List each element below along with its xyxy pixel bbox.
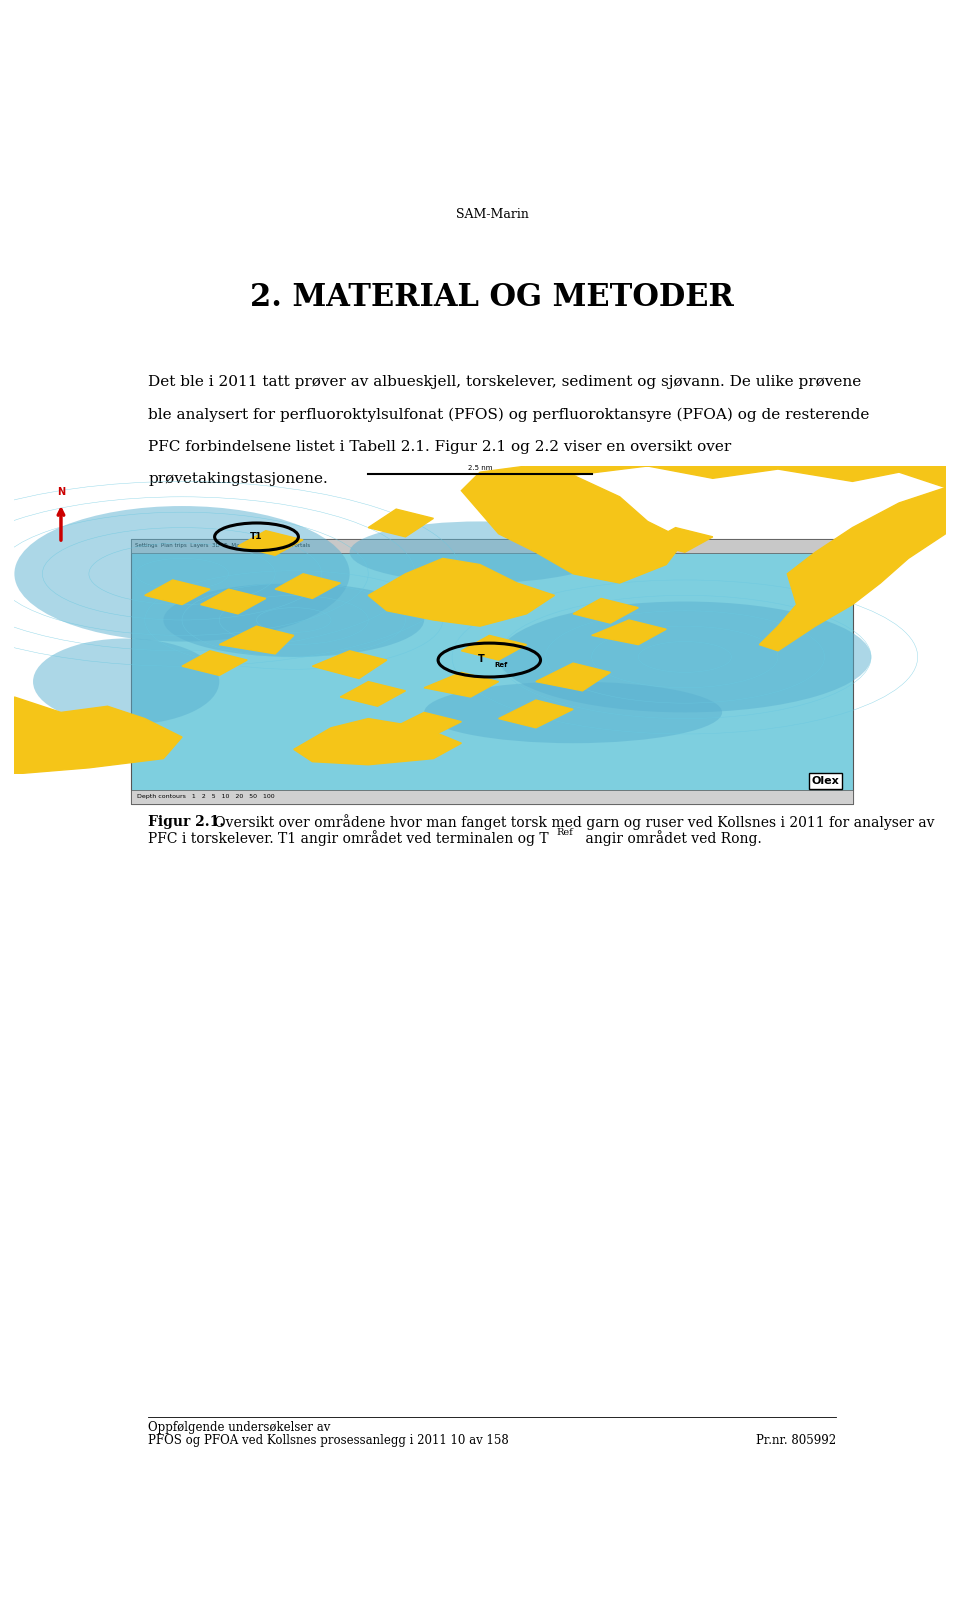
Ellipse shape: [498, 601, 871, 713]
Ellipse shape: [33, 638, 219, 724]
Polygon shape: [369, 559, 555, 625]
Polygon shape: [573, 598, 638, 624]
Ellipse shape: [349, 522, 611, 583]
Text: SAM-Marin: SAM-Marin: [456, 208, 528, 221]
Polygon shape: [340, 682, 405, 706]
Polygon shape: [498, 700, 573, 727]
Polygon shape: [536, 663, 611, 692]
Ellipse shape: [163, 583, 424, 658]
Text: Ref: Ref: [556, 827, 573, 837]
Polygon shape: [238, 530, 303, 556]
Polygon shape: [759, 488, 946, 651]
Bar: [132, 538, 852, 803]
Text: prøvetakingstasjonene.: prøvetakingstasjonene.: [148, 472, 328, 486]
Ellipse shape: [424, 682, 722, 743]
Text: 2.5 nm: 2.5 nm: [468, 465, 492, 470]
Bar: [132, 790, 852, 803]
Text: Pr.nr. 805992: Pr.nr. 805992: [756, 1433, 836, 1446]
Polygon shape: [182, 651, 248, 675]
Text: PFC i torskelever. T1 angir området ved terminalen og T: PFC i torskelever. T1 angir området ved …: [148, 831, 549, 845]
Polygon shape: [387, 713, 462, 740]
Text: T1: T1: [251, 532, 263, 541]
Text: PFC forbindelsene listet i Tabell 2.1. Figur 2.1 og 2.2 viser en oversikt over: PFC forbindelsene listet i Tabell 2.1. F…: [148, 440, 732, 454]
Text: Ref: Ref: [494, 661, 507, 667]
Text: Depth contours   1   2   5   10   20   50   100: Depth contours 1 2 5 10 20 50 100: [137, 795, 275, 800]
Polygon shape: [591, 621, 666, 645]
Polygon shape: [424, 672, 498, 696]
Text: ble analysert for perfluoroktylsulfonat (PFOS) og perfluoroktansyre (PFOA) og de: ble analysert for perfluoroktylsulfonat …: [148, 407, 870, 422]
Polygon shape: [462, 465, 684, 583]
Polygon shape: [462, 635, 527, 659]
Text: N: N: [57, 486, 65, 496]
Text: Oppfølgende undersøkelser av: Oppfølgende undersøkelser av: [148, 1422, 330, 1435]
Text: 2. MATERIAL OG METODER: 2. MATERIAL OG METODER: [250, 283, 734, 314]
Text: T: T: [478, 653, 485, 664]
Bar: [132, 538, 852, 553]
Polygon shape: [145, 580, 210, 604]
Polygon shape: [294, 719, 462, 764]
Text: Oversikt over områdene hvor man fanget torsk med garn og ruser ved Kollsnes i 20: Oversikt over områdene hvor man fanget t…: [210, 814, 934, 831]
Polygon shape: [219, 625, 294, 654]
Polygon shape: [527, 465, 946, 488]
Text: PFOS og PFOA ved Kollsnes prosessanlegg i 2011 10 av 158: PFOS og PFOA ved Kollsnes prosessanlegg …: [148, 1433, 509, 1446]
Ellipse shape: [14, 506, 349, 642]
Polygon shape: [14, 696, 182, 774]
Polygon shape: [527, 499, 591, 525]
Text: Settings  Plan trips  Layers  3D  ⊕  Mark  Track  Barriers  Portals: Settings Plan trips Layers 3D ⊕ Mark Tra…: [134, 543, 310, 548]
Polygon shape: [648, 527, 712, 553]
Text: Olex: Olex: [812, 776, 839, 785]
Text: Figur 2.1.: Figur 2.1.: [148, 814, 225, 829]
Polygon shape: [312, 651, 387, 679]
Polygon shape: [276, 574, 340, 598]
Text: 9:33:39: 9:33:39: [828, 543, 849, 548]
Text: Det ble i 2011 tatt prøver av albueskjell, torskelever, sediment og sjøvann. De : Det ble i 2011 tatt prøver av albueskjel…: [148, 375, 861, 389]
Text: angir området ved Rong.: angir området ved Rong.: [581, 831, 761, 845]
Polygon shape: [369, 509, 434, 537]
Polygon shape: [201, 590, 266, 614]
